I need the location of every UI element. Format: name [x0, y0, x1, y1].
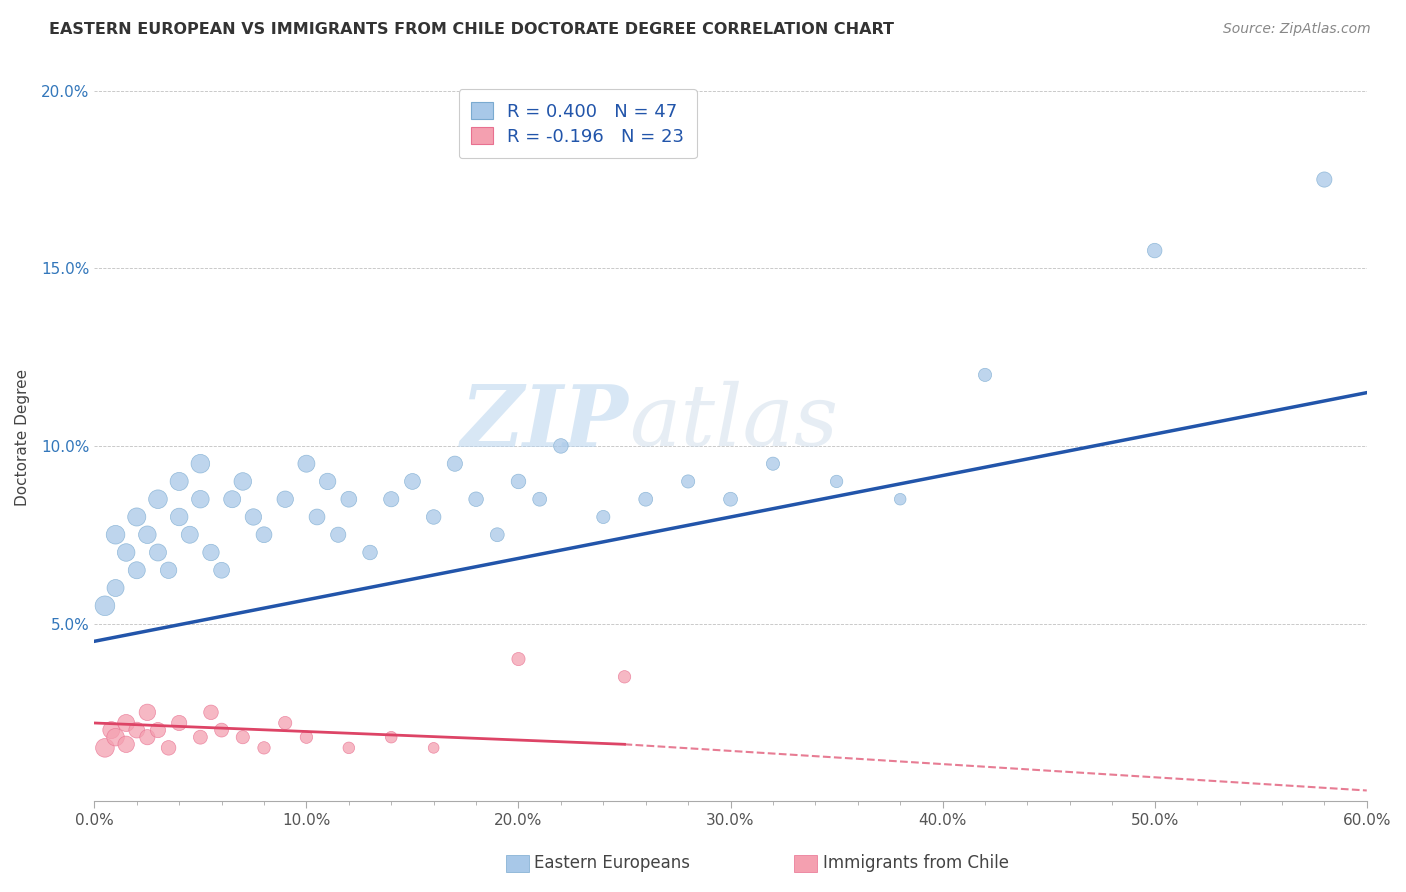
- Point: [613, 670, 636, 684]
- Point: [1143, 244, 1166, 258]
- Point: [221, 492, 243, 507]
- Point: [190, 457, 212, 471]
- Point: [125, 563, 148, 577]
- Point: [104, 581, 127, 595]
- Point: [146, 492, 169, 507]
- Point: [634, 492, 657, 507]
- Point: [508, 652, 530, 666]
- Point: [253, 527, 276, 541]
- Point: [146, 723, 169, 737]
- Point: [274, 492, 297, 507]
- Point: [380, 730, 402, 744]
- Point: [328, 527, 350, 541]
- Point: [422, 740, 444, 755]
- Point: [444, 457, 467, 471]
- Point: [676, 475, 699, 489]
- Point: [104, 527, 127, 541]
- Text: Immigrants from Chile: Immigrants from Chile: [823, 855, 1008, 872]
- Point: [825, 475, 848, 489]
- Point: [232, 475, 254, 489]
- Point: [550, 439, 572, 453]
- Text: Source: ZipAtlas.com: Source: ZipAtlas.com: [1223, 22, 1371, 37]
- Point: [1313, 172, 1336, 186]
- Point: [200, 706, 222, 720]
- Point: [211, 563, 233, 577]
- Point: [211, 723, 233, 737]
- Point: [104, 730, 127, 744]
- Point: [200, 545, 222, 559]
- Point: [167, 510, 190, 524]
- Text: ZIP: ZIP: [461, 381, 628, 464]
- Point: [592, 510, 614, 524]
- Point: [125, 510, 148, 524]
- Point: [115, 545, 138, 559]
- Point: [465, 492, 488, 507]
- Point: [529, 492, 551, 507]
- Point: [422, 510, 444, 524]
- Point: [242, 510, 264, 524]
- Point: [157, 563, 180, 577]
- Point: [253, 740, 276, 755]
- Point: [295, 730, 318, 744]
- Point: [889, 492, 911, 507]
- Point: [125, 723, 148, 737]
- Point: [167, 475, 190, 489]
- Point: [974, 368, 997, 382]
- Text: Eastern Europeans: Eastern Europeans: [534, 855, 690, 872]
- Point: [401, 475, 423, 489]
- Point: [136, 730, 159, 744]
- Point: [136, 706, 159, 720]
- Point: [190, 492, 212, 507]
- Point: [100, 723, 122, 737]
- Point: [274, 716, 297, 731]
- Y-axis label: Doctorate Degree: Doctorate Degree: [15, 368, 30, 506]
- Point: [380, 492, 402, 507]
- Point: [146, 545, 169, 559]
- Point: [762, 457, 785, 471]
- Point: [179, 527, 201, 541]
- Point: [167, 716, 190, 731]
- Point: [94, 599, 117, 613]
- Point: [337, 492, 360, 507]
- Point: [136, 527, 159, 541]
- Point: [316, 475, 339, 489]
- Point: [295, 457, 318, 471]
- Point: [115, 716, 138, 731]
- Point: [190, 730, 212, 744]
- Point: [94, 740, 117, 755]
- Point: [486, 527, 509, 541]
- Point: [359, 545, 381, 559]
- Point: [157, 740, 180, 755]
- Point: [720, 492, 742, 507]
- Point: [508, 475, 530, 489]
- Legend: R = 0.400   N = 47, R = -0.196   N = 23: R = 0.400 N = 47, R = -0.196 N = 23: [458, 89, 697, 159]
- Point: [337, 740, 360, 755]
- Text: atlas: atlas: [628, 381, 838, 464]
- Point: [115, 737, 138, 751]
- Point: [232, 730, 254, 744]
- Point: [305, 510, 328, 524]
- Text: EASTERN EUROPEAN VS IMMIGRANTS FROM CHILE DOCTORATE DEGREE CORRELATION CHART: EASTERN EUROPEAN VS IMMIGRANTS FROM CHIL…: [49, 22, 894, 37]
